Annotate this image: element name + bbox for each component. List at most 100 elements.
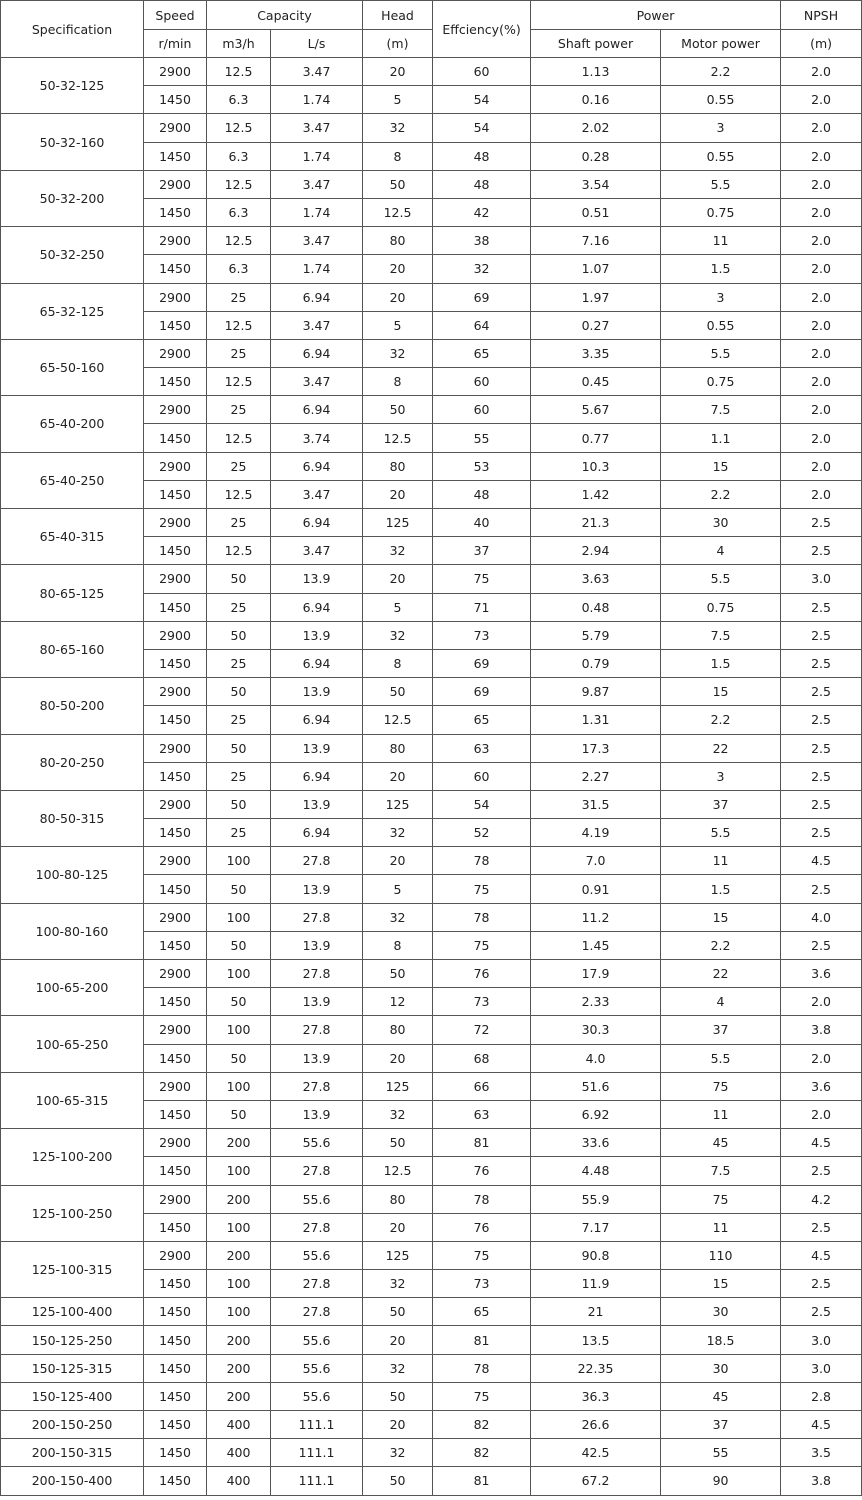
cell-speed: 2900 <box>143 902 207 932</box>
table-row: 1450 25 6.94 32 52 4.19 5.5 2.5 <box>1 818 862 848</box>
table-row: 80-20-250 2900 50 13.9 80 63 17.3 22 2.5 <box>0 733 862 791</box>
cell-head: 32 <box>362 818 434 848</box>
cell-shaft-power: 0.91 <box>530 874 662 904</box>
cell-npsh: 2.0 <box>780 85 862 115</box>
cell-efficiency: 53 <box>432 451 532 481</box>
cell-npsh: 3.0 <box>780 1353 862 1383</box>
cell-capacity-m3h: 12.5 <box>206 310 271 340</box>
cell-speed: 1450 <box>143 479 207 510</box>
cell-capacity-ls: 6.94 <box>269 338 364 369</box>
cell-head: 12 <box>362 987 434 1017</box>
cell-efficiency: 75 <box>432 1240 532 1271</box>
cell-shaft-power: 17.3 <box>530 733 662 763</box>
cell-capacity-m3h: 25 <box>206 451 271 481</box>
cell-shaft-power: 55.9 <box>530 1184 662 1214</box>
cell-speed: 1450 <box>143 1297 207 1327</box>
cell-npsh: 2.0 <box>780 1099 862 1130</box>
cell-efficiency: 60 <box>432 367 532 397</box>
cell-motor-power: 0.55 <box>660 85 782 115</box>
cell-capacity-ls: 55.6 <box>269 1325 364 1355</box>
cell-capacity-ls: 6.94 <box>269 592 364 622</box>
cell-capacity-ls: 27.8 <box>269 1156 364 1186</box>
cell-head: 80 <box>362 1184 434 1214</box>
cell-shaft-power: 0.48 <box>530 592 662 622</box>
cell-shaft-power: 0.79 <box>530 648 662 679</box>
table-row: 1450 12.5 3.47 32 37 2.94 4 2.5 <box>1 536 862 566</box>
cell-npsh: 2.5 <box>780 1269 862 1299</box>
cell-shaft-power: 11.2 <box>530 902 662 932</box>
cell-head: 32 <box>362 1099 434 1130</box>
cell-npsh: 3.6 <box>780 958 862 989</box>
cell-capacity-m3h: 200 <box>206 1353 271 1383</box>
cell-motor-power: 30 <box>660 507 782 538</box>
cell-motor-power: 55 <box>660 1438 782 1468</box>
cell-speed: 2900 <box>143 564 207 594</box>
cell-head: 12.5 <box>362 423 434 453</box>
cell-capacity-ls: 55.6 <box>269 1240 364 1271</box>
cell-npsh: 2.0 <box>780 367 862 397</box>
cell-head: 20 <box>362 846 434 876</box>
header-speed-unit: r/min <box>143 29 207 58</box>
cell-specification: 200-150-250 <box>0 1409 144 1440</box>
cell-capacity-m3h: 12.5 <box>206 423 271 453</box>
cell-head: 5 <box>362 310 434 340</box>
cell-efficiency: 76 <box>432 1212 532 1242</box>
cell-npsh: 2.5 <box>780 1212 862 1242</box>
cell-capacity-ls: 27.8 <box>269 1269 364 1299</box>
table-row: 1450 50 13.9 32 63 6.92 11 2.0 <box>1 1099 862 1130</box>
cell-capacity-ls: 13.9 <box>269 677 364 707</box>
cell-motor-power: 7.5 <box>660 1156 782 1186</box>
cell-shaft-power: 1.31 <box>530 705 662 735</box>
table-row: 1450 25 6.94 12.5 65 1.31 2.2 2.5 <box>1 705 862 735</box>
cell-shaft-power: 7.16 <box>530 226 662 256</box>
cell-npsh: 2.0 <box>780 395 862 425</box>
cell-efficiency: 73 <box>432 1269 532 1299</box>
table-row: 65-32-125 2900 25 6.94 20 69 1.97 3 2.0 <box>0 282 862 340</box>
cell-capacity-ls: 3.47 <box>269 226 364 256</box>
cell-npsh: 3.5 <box>780 1438 862 1468</box>
table-row: 1450 6.3 1.74 5 54 0.16 0.55 2.0 <box>1 85 862 115</box>
cell-specification: 65-40-250 <box>0 451 144 510</box>
cell-shaft-power: 2.02 <box>530 113 662 143</box>
cell-motor-power: 15 <box>660 1269 782 1299</box>
cell-specification: 50-32-160 <box>0 113 144 171</box>
cell-head: 80 <box>362 226 434 256</box>
cell-efficiency: 48 <box>432 141 532 171</box>
cell-head: 20 <box>362 1043 434 1073</box>
cell-capacity-ls: 3.47 <box>269 536 364 566</box>
cell-motor-power: 90 <box>660 1466 782 1496</box>
header-capacity-ls: L/s <box>269 29 364 58</box>
cell-capacity-ls: 3.47 <box>269 479 364 510</box>
cell-head: 50 <box>362 1128 434 1158</box>
cell-shaft-power: 0.16 <box>530 85 662 115</box>
cell-head: 125 <box>362 789 434 820</box>
cell-speed: 1450 <box>143 1212 207 1242</box>
cell-shaft-power: 13.5 <box>530 1325 662 1355</box>
cell-speed: 1450 <box>143 1438 207 1468</box>
cell-motor-power: 11 <box>660 226 782 256</box>
cell-head: 20 <box>362 56 434 87</box>
table-row: 50-32-250 2900 12.5 3.47 80 38 7.16 11 2.0 <box>0 226 862 284</box>
table-row: 1450 12.5 3.47 5 64 0.27 0.55 2.0 <box>1 310 862 340</box>
cell-shaft-power: 21 <box>530 1297 662 1327</box>
cell-capacity-ls: 6.94 <box>269 507 364 538</box>
table-row: 100-80-160 2900 100 27.8 32 78 11.2 15 4.0 <box>0 902 862 961</box>
cell-capacity-ls: 1.74 <box>269 141 364 171</box>
table-row: 125-100-400 1450 100 27.8 50 65 21 30 2.5 <box>0 1297 862 1327</box>
cell-shaft-power: 4.0 <box>530 1043 662 1073</box>
cell-capacity-m3h: 50 <box>206 1099 271 1130</box>
cell-speed: 1450 <box>143 1409 207 1440</box>
cell-capacity-m3h: 6.3 <box>206 197 271 228</box>
cell-motor-power: 15 <box>660 677 782 707</box>
cell-head: 20 <box>362 761 434 791</box>
cell-speed: 2900 <box>143 1015 207 1045</box>
cell-shaft-power: 0.45 <box>530 367 662 397</box>
cell-efficiency: 78 <box>432 902 532 932</box>
cell-capacity-ls: 13.9 <box>269 564 364 594</box>
cell-specification: 80-65-160 <box>0 620 144 679</box>
cell-capacity-m3h: 25 <box>206 338 271 369</box>
cell-speed: 2900 <box>143 733 207 763</box>
cell-npsh: 2.0 <box>780 113 862 143</box>
cell-head: 8 <box>362 367 434 397</box>
cell-efficiency: 65 <box>432 705 532 735</box>
